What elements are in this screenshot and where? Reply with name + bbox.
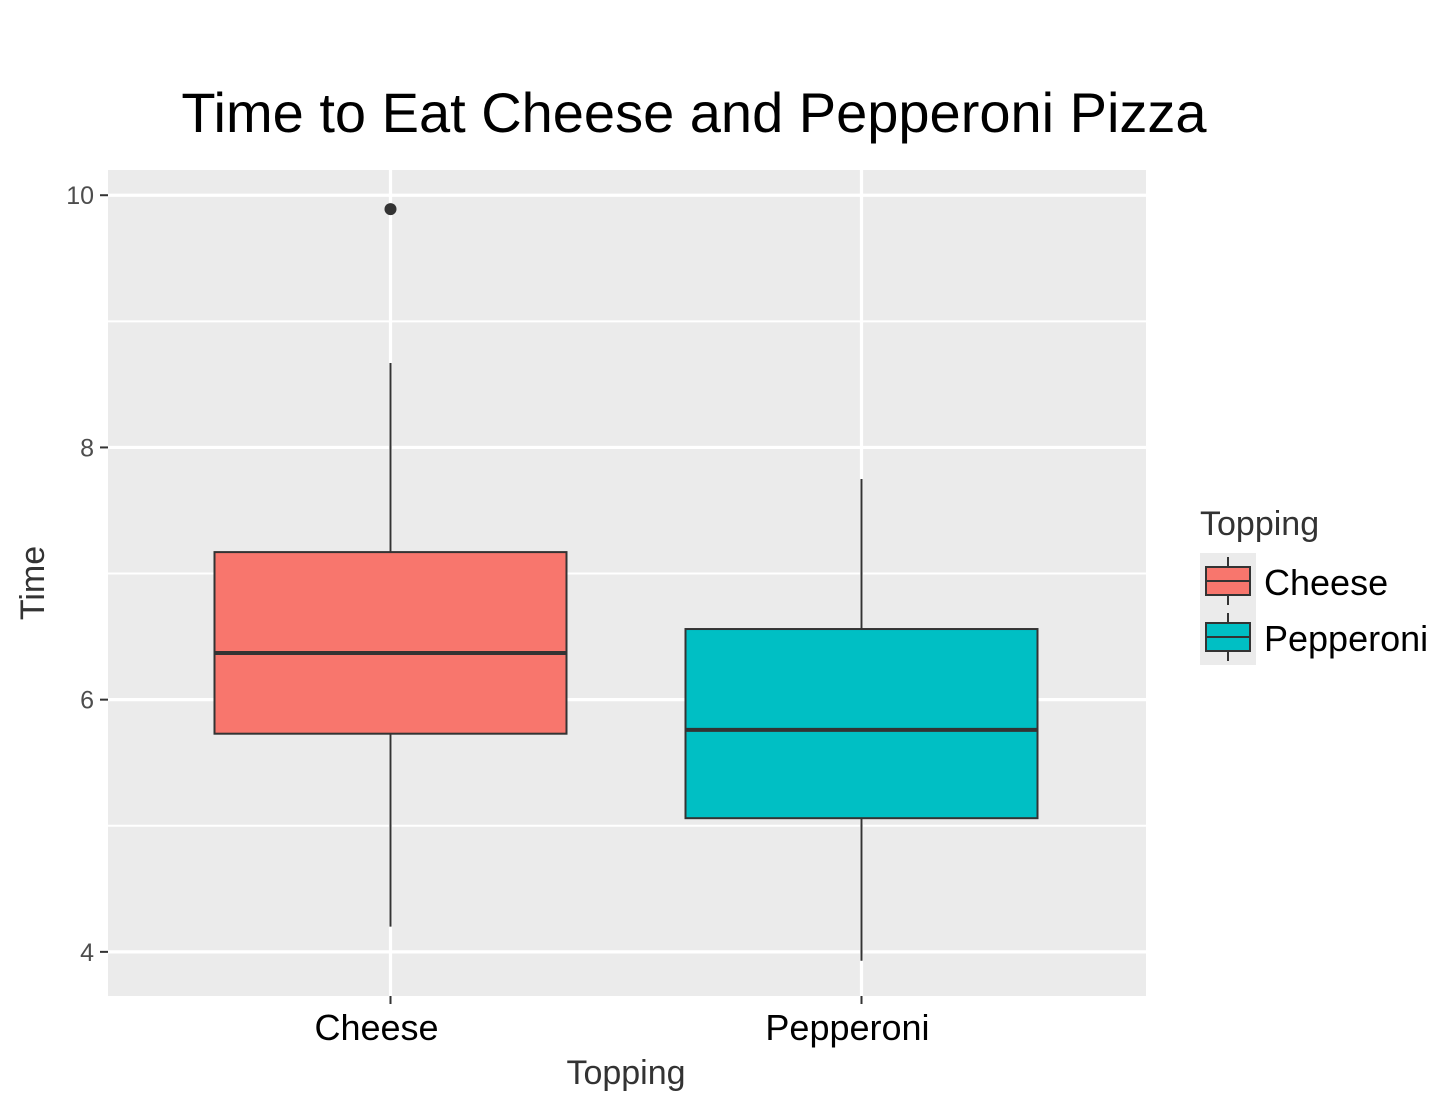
outlier-point xyxy=(384,203,397,216)
iqr-box xyxy=(213,551,568,735)
x-tick-label: Cheese xyxy=(314,1007,438,1048)
legend-title: Topping xyxy=(1200,505,1319,543)
box-layer xyxy=(213,203,1039,961)
box-cheese xyxy=(213,203,568,927)
legend-item-cheese: Cheese xyxy=(1200,553,1388,609)
axis-layer: 4 6 8 10 Cheese Pepperoni xyxy=(66,182,929,1048)
legend-item-pepperoni: Pepperoni xyxy=(1200,609,1428,665)
x-tick-label: Pepperoni xyxy=(765,1007,929,1048)
y-tick-label: 6 xyxy=(80,687,94,715)
legend-label: Cheese xyxy=(1264,562,1388,603)
grid-lines xyxy=(108,170,1146,996)
iqr-box xyxy=(684,628,1039,820)
y-tick-label: 4 xyxy=(80,939,94,967)
y-tick-label: 8 xyxy=(80,434,94,462)
y-tick-label: 10 xyxy=(66,182,94,210)
x-axis-title: Topping xyxy=(566,1054,685,1092)
box-pepperoni xyxy=(684,478,1039,961)
y-axis-title: Time xyxy=(14,546,52,620)
legend-label: Pepperoni xyxy=(1264,618,1428,659)
legend: Topping Cheese Pepperoni xyxy=(1200,505,1428,665)
chart-title: Time to Eat Cheese and Pepperoni Pizza xyxy=(181,81,1207,144)
